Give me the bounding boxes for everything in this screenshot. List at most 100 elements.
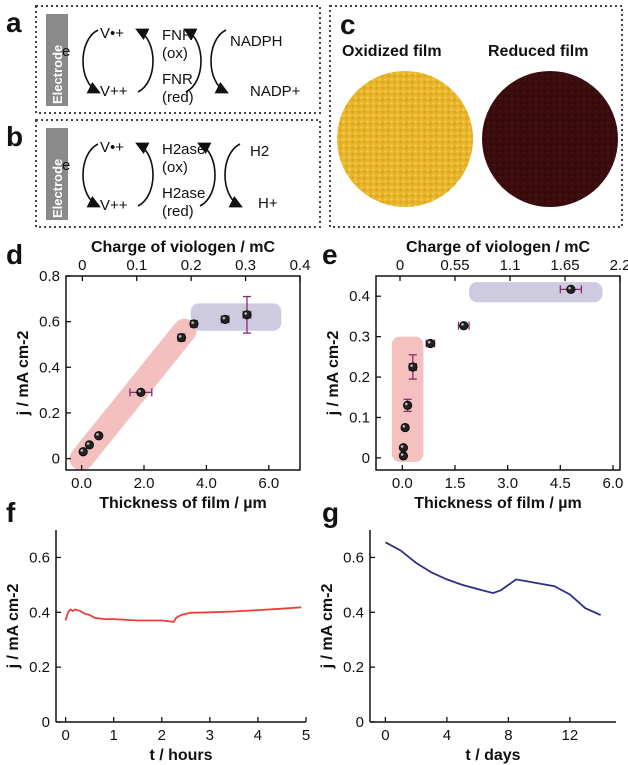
data-point-d-2	[94, 431, 104, 441]
data-point-e-4	[408, 354, 418, 380]
electrode-a-label: Electrode	[50, 45, 65, 104]
marker-highlight	[400, 453, 404, 456]
viologen-red-a: V++	[100, 83, 128, 100]
x-tick-label-e-1: 1.5	[445, 475, 466, 492]
marker-highlight	[404, 402, 408, 406]
y-tick-label-d-3: 0.6	[39, 314, 60, 331]
x-tick-label-g-3: 12	[562, 727, 579, 744]
oxidized-film-title: Oxidized film	[342, 43, 442, 60]
y-axis-label-g: j / mA cm-2	[319, 584, 336, 670]
data-point-e-5	[425, 338, 436, 349]
marker-highlight	[96, 433, 99, 436]
x-tick-label-e-3: 4.5	[550, 475, 571, 492]
marker	[425, 338, 436, 349]
plot-frame-d	[65, 275, 301, 471]
electrode-b-label: Electrode	[50, 159, 65, 218]
y-tick-label-d-1: 0.2	[39, 405, 60, 422]
panel-a-label: a	[6, 7, 22, 38]
x-tick-label-f-5: 5	[302, 727, 310, 744]
x2-tick-label-d-0: 0	[78, 257, 86, 274]
enzyme-ox-b-2: (ox)	[162, 159, 188, 176]
x-tick-label-f-3: 3	[206, 727, 214, 744]
data-point-e-1	[398, 443, 408, 453]
marker	[398, 443, 408, 453]
y-tick-label-g-3: 0.6	[343, 549, 364, 566]
data-point-e-2	[400, 422, 410, 433]
marker-highlight	[568, 286, 571, 290]
x-tick-label-e-2: 3.0	[497, 475, 518, 492]
chart-d: 0.0 2.0 4.0 6.0 0 0.2 0.4 0.6 0.8 0 0.1 0.2 0.3 0.4 Ch…	[15, 239, 310, 512]
data-point-d-3	[129, 387, 153, 397]
enzyme-ox-a-1: FNR	[162, 27, 193, 44]
x2-tick-label-d-1: 0.1	[126, 257, 147, 274]
product-top-b: H2	[250, 143, 269, 160]
x2-tick-label-d-2: 0.2	[181, 257, 202, 274]
marker	[402, 400, 413, 410]
marker-highlight	[244, 312, 247, 315]
reduced-film-title: Reduced film	[488, 43, 588, 60]
panel-e-label: e	[322, 239, 338, 270]
arc-a1	[82, 29, 101, 94]
data-point-e-0	[398, 451, 408, 461]
y-tick-label-g-2: 0.4	[343, 604, 364, 621]
y-axis-label-f: j / mA cm-2	[5, 584, 22, 670]
x2-tick-label-e-3: 1.65	[550, 257, 579, 274]
panel-c: c Oxidized film Reduced film	[329, 5, 623, 228]
x-axis-label-e: Thickness of film / µm	[414, 495, 581, 512]
x-tick-label-e-4: 6.0	[603, 475, 624, 492]
x-tick-label-f-2: 2	[158, 727, 166, 744]
region-e-1	[469, 282, 603, 303]
y-tick-label-e-2: 0.2	[349, 369, 370, 386]
marker	[176, 333, 187, 343]
x-axis-label-d: Thickness of film / µm	[99, 495, 266, 512]
marker-highlight	[86, 442, 90, 445]
panel-a-frame	[35, 5, 321, 114]
marker	[136, 387, 146, 397]
marker	[84, 440, 95, 450]
marker	[566, 284, 576, 294]
y-tick-label-d-4: 0.8	[39, 268, 60, 285]
y-tick-label-e-0: 0	[362, 450, 370, 467]
plot-frame-e	[375, 275, 621, 471]
x-tick-label-f-4: 4	[254, 727, 262, 744]
x-axis-label-f: t / hours	[149, 747, 212, 764]
marker	[459, 321, 469, 331]
marker	[408, 362, 418, 372]
marker	[220, 314, 230, 324]
marker	[400, 422, 410, 433]
y-tick-label-f-0: 0	[42, 714, 50, 731]
charts: 0.0 2.0 4.0 6.0 0 0.2 0.4 0.6 0.8 0 0.1 0.2 0.3 0.4 Ch…	[5, 239, 628, 764]
panel-f-label: f	[6, 497, 16, 528]
y-tick-label-g-0: 0	[356, 714, 364, 731]
x-axis-label-g: t / days	[465, 747, 520, 764]
marker	[242, 310, 252, 320]
marker-highlight	[80, 449, 84, 452]
chart-g: 0 4 8 12 0 0.2 0.4 0.6 t / days j / mA cm-2	[319, 530, 616, 764]
x-tick-label-g-2: 8	[504, 727, 512, 744]
electrode-b	[46, 128, 68, 220]
y-tick-label-d-2: 0.4	[39, 359, 60, 376]
x2-tick-label-d-3: 0.3	[235, 257, 256, 274]
series-line-g-0	[384, 541, 601, 616]
x2-tick-label-e-0: 0	[396, 257, 404, 274]
arc-a4	[183, 28, 202, 93]
panel-b: b Electrode e V•+ V++ H2ase (ox) H2ase (…	[6, 119, 321, 228]
arc-b4	[197, 142, 216, 207]
data-point-e-3	[402, 398, 413, 413]
data-point-d-4	[176, 333, 187, 343]
marker-highlight	[191, 321, 194, 324]
marker	[94, 431, 104, 441]
x2-tick-label-d-4: 0.4	[290, 257, 311, 274]
data-point-e-6	[457, 321, 470, 331]
panel-a: a Electrode e V•+ V++ FNR (ox) FNR (red)…	[6, 5, 321, 114]
marker-highlight	[178, 335, 182, 338]
marker-highlight	[400, 445, 404, 448]
y-tick-label-e-1: 0.1	[349, 409, 370, 426]
x-tick-label-f-1: 1	[110, 727, 118, 744]
x2-tick-label-e-1: 0.55	[440, 257, 469, 274]
x-tick-label-f-0: 0	[61, 727, 69, 744]
y-tick-label-d-0: 0	[52, 451, 60, 468]
panel-c-frame	[329, 5, 623, 228]
x2-axis-label-d: Charge of viologen / mC	[91, 239, 275, 256]
y-tick-label-g-1: 0.2	[343, 659, 364, 676]
